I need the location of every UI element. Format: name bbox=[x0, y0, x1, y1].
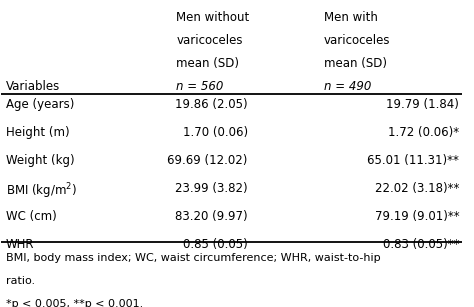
Text: Weight (kg): Weight (kg) bbox=[6, 154, 74, 167]
Text: Height (m): Height (m) bbox=[6, 126, 70, 139]
Text: 65.01 (11.31)**: 65.01 (11.31)** bbox=[367, 154, 459, 167]
Text: 22.02 (3.18)**: 22.02 (3.18)** bbox=[375, 182, 459, 195]
Text: mean (SD): mean (SD) bbox=[324, 57, 387, 70]
Text: 1.72 (0.06)*: 1.72 (0.06)* bbox=[388, 126, 459, 139]
Text: Men with: Men with bbox=[324, 11, 377, 24]
Text: WHR: WHR bbox=[6, 238, 35, 251]
Text: Age (years): Age (years) bbox=[6, 98, 74, 111]
Text: varicoceles: varicoceles bbox=[176, 34, 243, 47]
Text: Men without: Men without bbox=[176, 11, 249, 24]
Text: *p < 0.005, **p < 0.001.: *p < 0.005, **p < 0.001. bbox=[6, 299, 143, 307]
Text: 79.19 (9.01)**: 79.19 (9.01)** bbox=[375, 210, 459, 223]
Text: 19.86 (2.05): 19.86 (2.05) bbox=[175, 98, 247, 111]
Text: 83.20 (9.97): 83.20 (9.97) bbox=[175, 210, 247, 223]
Text: 0.83 (0.05)**: 0.83 (0.05)** bbox=[383, 238, 459, 251]
Text: 19.79 (1.84): 19.79 (1.84) bbox=[386, 98, 459, 111]
Text: 23.99 (3.82): 23.99 (3.82) bbox=[175, 182, 247, 195]
Text: Variables: Variables bbox=[6, 80, 60, 93]
Text: 69.69 (12.02): 69.69 (12.02) bbox=[167, 154, 247, 167]
Text: mean (SD): mean (SD) bbox=[176, 57, 239, 70]
Text: BMI (kg/m$^2$): BMI (kg/m$^2$) bbox=[6, 182, 77, 201]
Text: n = 560: n = 560 bbox=[176, 80, 224, 93]
Text: WC (cm): WC (cm) bbox=[6, 210, 57, 223]
Text: varicoceles: varicoceles bbox=[324, 34, 390, 47]
Text: n = 490: n = 490 bbox=[324, 80, 371, 93]
Text: 0.85 (0.05): 0.85 (0.05) bbox=[183, 238, 247, 251]
Text: 1.70 (0.06): 1.70 (0.06) bbox=[182, 126, 247, 139]
Text: BMI, body mass index; WC, waist circumference; WHR, waist-to-hip: BMI, body mass index; WC, waist circumfe… bbox=[6, 253, 381, 263]
Text: ratio.: ratio. bbox=[6, 276, 35, 286]
